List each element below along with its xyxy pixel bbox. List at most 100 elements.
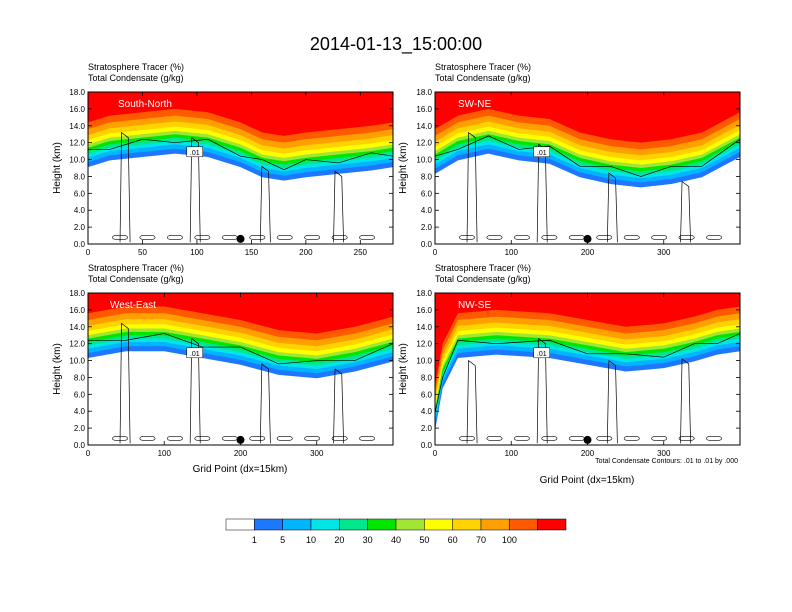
y-tick-label: 18.0: [416, 289, 432, 298]
contour-label: .01: [186, 347, 203, 359]
svg-text:.01: .01: [190, 351, 200, 358]
tracer-band-11: [88, 293, 393, 334]
cross-section-label: South-North: [118, 99, 172, 110]
x-tick-label: 0: [86, 248, 91, 257]
cross-section-label: West-East: [110, 300, 156, 311]
y-axis-label: Height (km): [52, 343, 63, 395]
colorbar-swatch: [367, 518, 397, 531]
station-marker: [236, 234, 245, 243]
x-tick-label: 250: [354, 248, 368, 257]
condensate-contour: [568, 436, 585, 441]
x-tick-label: 150: [245, 248, 259, 257]
condensate-contour: [189, 337, 201, 444]
svg-text:.01: .01: [537, 351, 547, 358]
colorbar-label: 40: [391, 535, 401, 545]
condensate-contour: [435, 135, 740, 177]
y-tick-label: 8.0: [74, 373, 86, 382]
condensate-contour: [680, 180, 691, 243]
y-tick-label: 16.0: [416, 306, 432, 315]
condensate-contour: [88, 333, 393, 365]
tracer-band-11: [435, 92, 740, 143]
condensate-contour: [596, 436, 613, 441]
colorbar-swatch: [395, 518, 425, 531]
station-marker: [236, 435, 245, 444]
colorbar-label: 100: [502, 535, 517, 545]
condensate-contour: [680, 358, 691, 444]
condensate-contour: [276, 436, 293, 441]
condensate-contour: [359, 436, 376, 441]
plot-area: .01: [88, 293, 393, 444]
condensate-contour: [678, 436, 695, 441]
condensate-contour: [139, 436, 156, 441]
x-tick-label: 100: [190, 248, 204, 257]
colorbar-swatch: [537, 518, 567, 531]
x-tick-label: 200: [234, 449, 248, 458]
y-tick-label: 0.0: [421, 240, 433, 249]
panel-sw-ne: Stratosphere Tracer (%) Total Condensate…: [398, 62, 741, 257]
y-tick-label: 10.0: [416, 156, 432, 165]
condensate-contour: [678, 235, 695, 240]
y-tick-label: 8.0: [421, 172, 433, 181]
condensate-contour: [221, 436, 238, 441]
condensate-contour: [189, 136, 201, 243]
condensate-contour: [596, 235, 613, 240]
condensate-contour: [359, 235, 376, 240]
condensate-contour: [167, 436, 183, 441]
y-tick-label: 12.0: [416, 340, 432, 349]
condensate-contour: [249, 436, 266, 441]
x-axis: 0 50 100 150 200 250: [86, 92, 368, 257]
y-tick-label: 18.0: [416, 88, 432, 97]
panel-header-line2: Total Condensate (g/kg): [88, 73, 184, 83]
x-tick-label: 300: [310, 449, 324, 458]
y-tick-label: 14.0: [416, 122, 432, 131]
y-tick-label: 2.0: [74, 223, 86, 232]
condensate-contour: [119, 131, 131, 243]
condensate-contour: [259, 363, 271, 444]
y-tick-label: 12.0: [69, 139, 85, 148]
y-tick-label: 12.0: [416, 139, 432, 148]
condensate-contour: [486, 235, 503, 240]
condensate-contour: [435, 333, 740, 413]
y-tick-label: 8.0: [421, 373, 433, 382]
condensate-contour: [88, 138, 393, 171]
condensate-contour: [112, 235, 128, 240]
x-tick-label: 0: [433, 248, 438, 257]
tracer-band-11: [88, 92, 393, 136]
condensate-contour: [606, 359, 618, 444]
y-axis: 0.0 2.0 4.0 6.0 8.0 10.0 12.0 14.0 16.0 18.0: [416, 289, 740, 450]
condensate-contour: [706, 436, 723, 441]
y-tick-label: 10.0: [416, 357, 432, 366]
colorbar-label: 50: [419, 535, 429, 545]
plot-frame: [87, 91, 394, 245]
y-tick-label: 10.0: [69, 357, 85, 366]
colorbar-swatch: [225, 518, 255, 531]
condensate-contour: [304, 235, 321, 240]
condensate-contour: [651, 436, 668, 441]
y-tick-label: 4.0: [74, 206, 86, 215]
condensate-contour: [333, 368, 344, 444]
svg-text:.01: .01: [190, 150, 200, 157]
contour-label: .01: [533, 146, 550, 158]
figure-title: 2014-01-13_15:00:00: [310, 34, 482, 55]
y-tick-label: 0.0: [74, 441, 86, 450]
colorbar-swatch: [339, 518, 368, 531]
plot-area: .01: [435, 293, 740, 444]
x-tick-label: 300: [657, 248, 671, 257]
y-tick-label: 4.0: [421, 206, 433, 215]
y-tick-label: 4.0: [421, 407, 433, 416]
y-tick-label: 14.0: [69, 323, 85, 332]
colorbar-swatch: [452, 518, 482, 531]
condensate-contour: [623, 436, 640, 441]
x-tick-label: 0: [433, 449, 438, 458]
condensate-contour: [513, 436, 530, 441]
y-axis-label: Height (km): [398, 343, 409, 395]
panel-west-east: Stratosphere Tracer (%) Total Condensate…: [52, 263, 394, 475]
y-axis: 0.0 2.0 4.0 6.0 8.0 10.0 12.0 14.0 16.0 18.0: [416, 88, 740, 249]
x-tick-label: 200: [581, 248, 595, 257]
y-tick-label: 14.0: [69, 122, 85, 131]
station-marker: [583, 234, 592, 243]
colorbar-label: 20: [334, 535, 344, 545]
y-tick-label: 16.0: [69, 306, 85, 315]
station-marker: [583, 435, 592, 444]
contour-label: .01: [533, 347, 550, 359]
